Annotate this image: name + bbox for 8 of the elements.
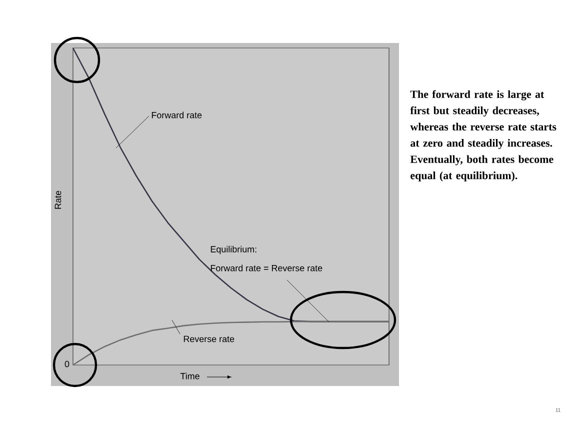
text: The forward rate is large at first but steadily decreases, whereas the reverse rate starts at zero and steadily increases. Eventually, both rates become equal (at equilibrium). bbox=[410, 90, 556, 182]
x-axis-title: Time bbox=[180, 372, 200, 380]
annotation: Forward rate bbox=[152, 112, 202, 118]
y-axis-title: Rate bbox=[54, 190, 62, 209]
annotation: Reverse rate bbox=[184, 336, 234, 342]
annotation: Forward rate = Reverse rate bbox=[210, 264, 322, 272]
text: 0 bbox=[64, 360, 70, 368]
annotation: Equilibrium: bbox=[210, 246, 256, 254]
